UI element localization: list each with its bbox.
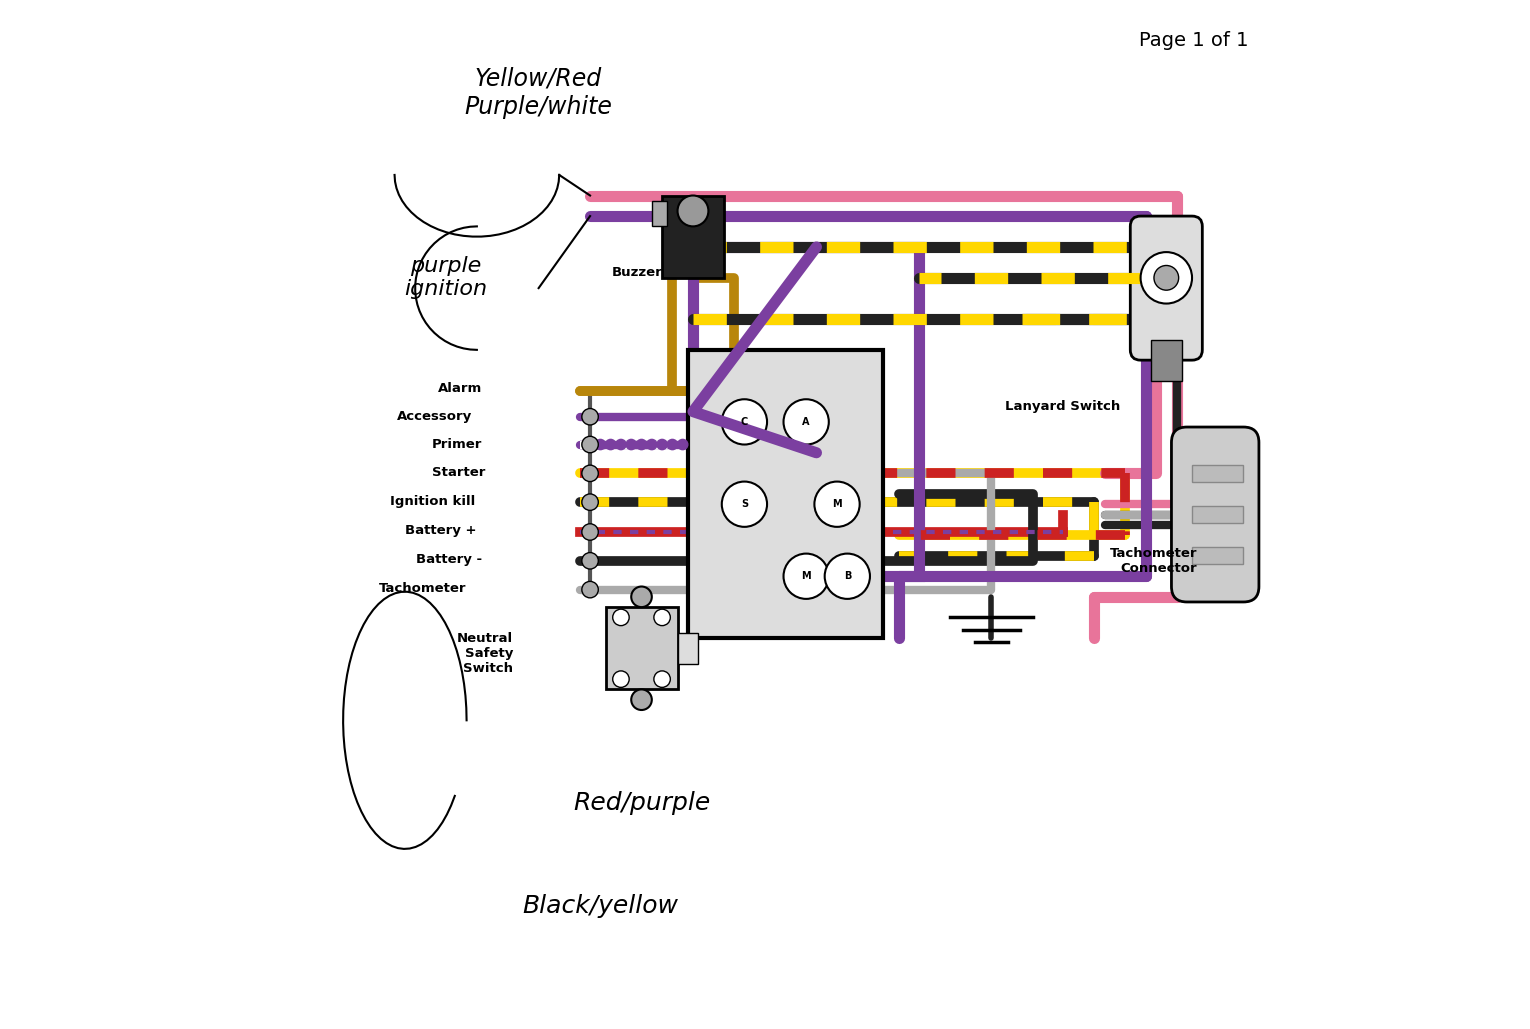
Text: Battery -: Battery - xyxy=(416,554,482,566)
Text: B: B xyxy=(843,571,851,581)
Circle shape xyxy=(678,439,688,450)
Circle shape xyxy=(653,671,670,687)
Text: Ignition kill: Ignition kill xyxy=(390,495,474,507)
Circle shape xyxy=(612,671,629,687)
Text: Red/purple: Red/purple xyxy=(572,790,710,815)
Circle shape xyxy=(581,494,598,510)
Text: Lanyard Switch: Lanyard Switch xyxy=(1005,400,1120,413)
Text: Primer: Primer xyxy=(431,438,482,451)
Bar xyxy=(662,196,724,278)
Text: Alarm: Alarm xyxy=(438,383,482,395)
Bar xyxy=(688,350,883,638)
Text: Battery +: Battery + xyxy=(405,525,477,537)
Circle shape xyxy=(615,439,626,450)
Text: purple
ignition: purple ignition xyxy=(404,256,488,299)
Text: Yellow/Red
Purple/white: Yellow/Red Purple/white xyxy=(465,67,612,118)
Circle shape xyxy=(783,554,829,599)
Circle shape xyxy=(581,553,598,569)
FancyBboxPatch shape xyxy=(606,607,678,689)
Circle shape xyxy=(783,399,829,445)
Circle shape xyxy=(678,196,708,226)
Circle shape xyxy=(656,439,667,450)
Circle shape xyxy=(667,439,678,450)
FancyBboxPatch shape xyxy=(1172,427,1259,602)
Text: M: M xyxy=(832,499,842,509)
Text: C: C xyxy=(741,417,748,427)
Circle shape xyxy=(581,581,598,598)
Bar xyxy=(1192,465,1244,482)
Bar xyxy=(1192,506,1244,523)
Text: Page 1 of 1: Page 1 of 1 xyxy=(1140,31,1248,49)
Text: Starter: Starter xyxy=(431,466,485,478)
Circle shape xyxy=(653,609,670,626)
Circle shape xyxy=(581,436,598,453)
Text: M: M xyxy=(802,571,811,581)
Circle shape xyxy=(612,609,629,626)
Bar xyxy=(1192,547,1244,564)
Text: Tachometer: Tachometer xyxy=(379,582,467,595)
Bar xyxy=(652,201,667,226)
Text: A: A xyxy=(802,417,809,427)
Text: Tachometer
Connector: Tachometer Connector xyxy=(1109,546,1196,575)
Bar xyxy=(1151,340,1181,381)
Circle shape xyxy=(632,587,652,607)
FancyBboxPatch shape xyxy=(1131,216,1203,360)
Circle shape xyxy=(581,465,598,482)
Circle shape xyxy=(814,482,860,527)
Circle shape xyxy=(626,439,636,450)
Circle shape xyxy=(647,439,656,450)
Circle shape xyxy=(581,409,598,425)
Circle shape xyxy=(722,482,767,527)
Circle shape xyxy=(606,439,615,450)
Circle shape xyxy=(825,554,871,599)
Text: Accessory: Accessory xyxy=(396,411,471,423)
Circle shape xyxy=(595,439,606,450)
Circle shape xyxy=(581,524,598,540)
Text: Black/yellow: Black/yellow xyxy=(522,893,678,918)
Text: Buzzer: Buzzer xyxy=(612,267,662,279)
Circle shape xyxy=(632,689,652,710)
Circle shape xyxy=(584,439,595,450)
Circle shape xyxy=(1140,252,1192,304)
Bar xyxy=(693,247,920,576)
Circle shape xyxy=(1154,265,1178,290)
Bar xyxy=(678,633,698,664)
Text: Neutral
Safety
Switch: Neutral Safety Switch xyxy=(457,632,513,675)
Text: S: S xyxy=(741,499,748,509)
Circle shape xyxy=(722,399,767,445)
Circle shape xyxy=(636,439,647,450)
